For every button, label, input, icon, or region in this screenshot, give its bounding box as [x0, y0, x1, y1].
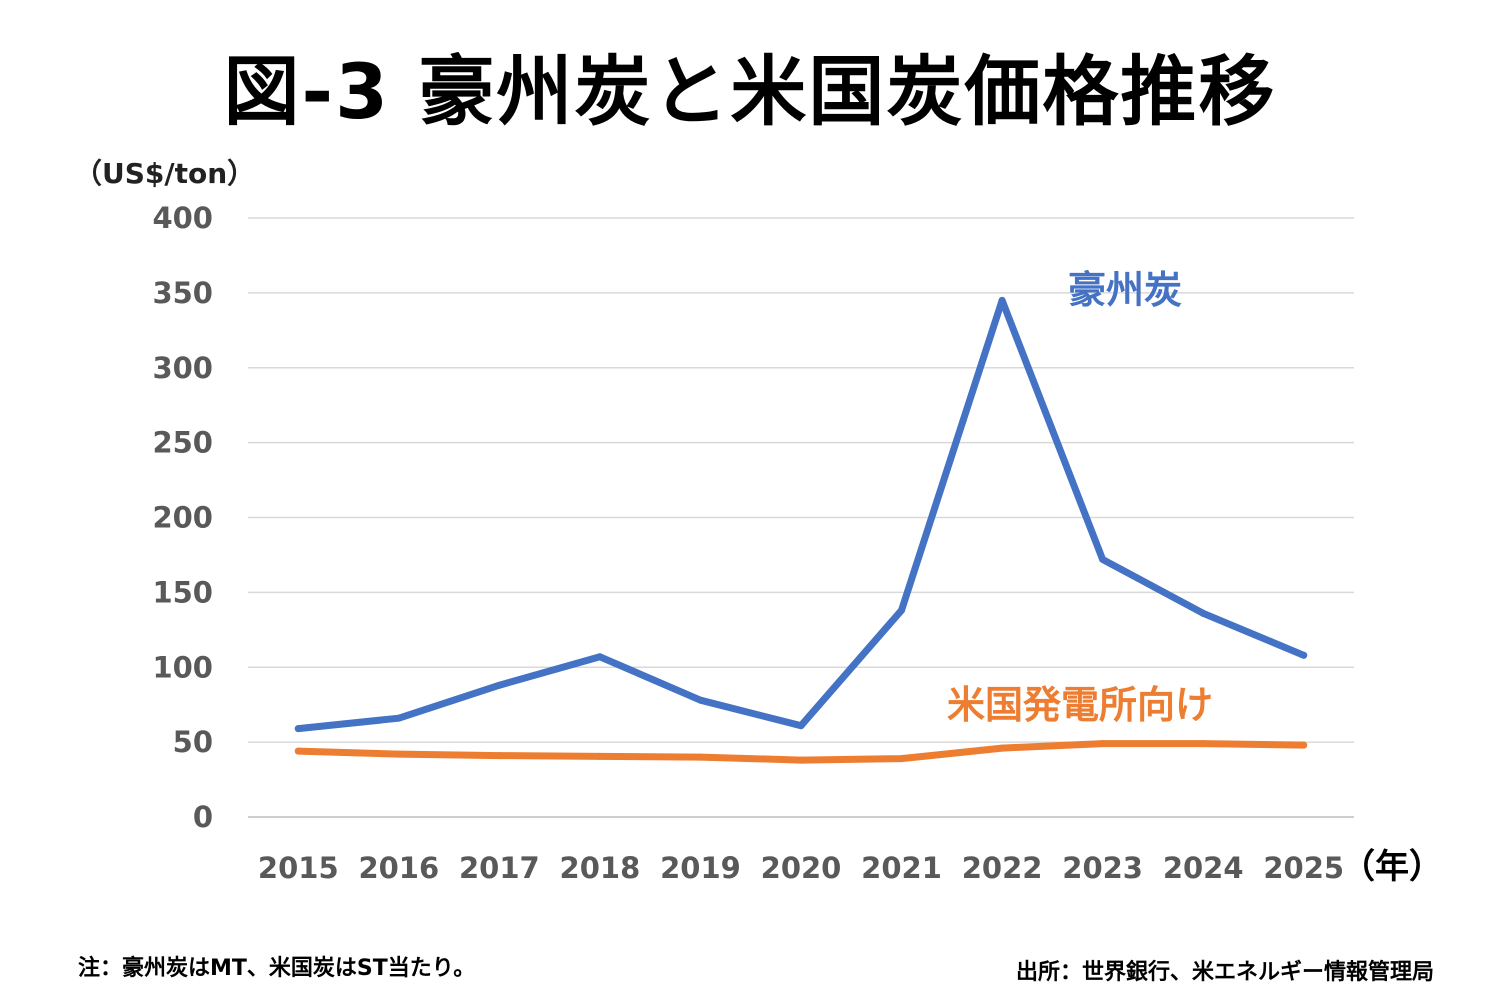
- data-point: [1300, 651, 1308, 659]
- x-tick-label: 2021: [861, 851, 942, 885]
- data-point: [1199, 609, 1207, 617]
- data-point: [998, 296, 1006, 304]
- series-line-0: [294, 296, 1308, 733]
- y-tick-label: 150: [152, 575, 213, 609]
- data-point: [696, 753, 704, 761]
- series-lines: [294, 296, 1308, 764]
- x-axis-unit-label: （年）: [1341, 847, 1443, 887]
- x-tick-label: 2022: [962, 851, 1043, 885]
- data-point: [596, 752, 604, 760]
- y-axis-unit-label: （US$/ton）: [74, 157, 256, 190]
- data-point: [696, 696, 704, 704]
- x-axis-ticks: 2015 2016 2017 2018 2019 2020 2021 2022 2023 2024…: [258, 847, 1443, 887]
- source-note: 出所：世界銀行、米エネルギー情報管理局: [1015, 960, 1434, 985]
- x-tick-label: 2025: [1263, 851, 1344, 885]
- data-point: [998, 744, 1006, 752]
- x-tick-label: 2019: [660, 851, 741, 885]
- data-point: [1099, 555, 1107, 563]
- data-point: [797, 722, 805, 730]
- x-tick-label: 2020: [761, 851, 842, 885]
- x-tick-label: 2023: [1062, 851, 1143, 885]
- data-point: [395, 714, 403, 722]
- y-tick-label: 0: [193, 800, 213, 834]
- series-label-0: 豪州炭: [1068, 268, 1182, 312]
- data-point: [1199, 740, 1207, 748]
- series-label-1: 米国発電所向け: [947, 683, 1213, 727]
- data-point: [1099, 740, 1107, 748]
- footnote: 注：豪州炭はMT、米国炭はST当たり。: [78, 956, 476, 981]
- chart-title: 図-3 豪州炭と米国炭価格推移: [223, 47, 1277, 136]
- data-point: [395, 750, 403, 758]
- y-tick-label: 50: [173, 725, 213, 759]
- data-point: [495, 752, 503, 760]
- y-tick-label: 200: [152, 501, 213, 535]
- data-point: [898, 606, 906, 614]
- y-tick-label: 400: [152, 201, 213, 235]
- x-tick-label: 2015: [258, 851, 339, 885]
- y-tick-label: 250: [152, 426, 213, 460]
- data-point: [495, 681, 503, 689]
- data-point: [898, 755, 906, 763]
- y-tick-label: 100: [152, 650, 213, 684]
- data-point: [596, 653, 604, 661]
- x-tick-label: 2016: [358, 851, 439, 885]
- x-tick-label: 2017: [459, 851, 540, 885]
- data-point: [1300, 741, 1308, 749]
- data-point: [294, 725, 302, 733]
- data-point: [294, 747, 302, 755]
- data-point: [797, 756, 805, 764]
- y-axis-ticks: 0 50 100 150 200 250 300 350 400: [152, 201, 213, 834]
- y-tick-label: 350: [152, 276, 213, 310]
- y-tick-label: 300: [152, 351, 213, 385]
- x-tick-label: 2024: [1163, 851, 1244, 885]
- x-tick-label: 2018: [560, 851, 641, 885]
